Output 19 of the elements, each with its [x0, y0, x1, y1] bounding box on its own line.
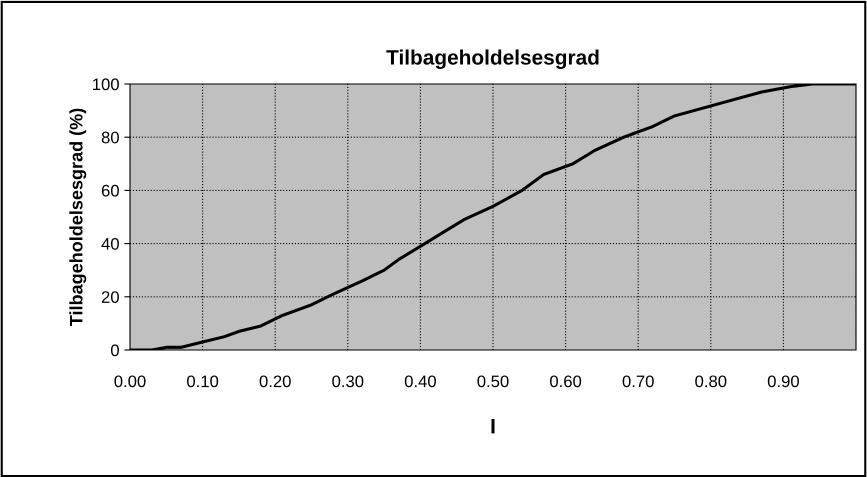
- x-tick-label: 0.90: [768, 375, 799, 388]
- x-tick-label: 0.40: [404, 375, 436, 388]
- x-tick-label: 0.10: [187, 375, 218, 388]
- x-axis-title: I: [492, 419, 494, 434]
- x-tick-label: 0.70: [622, 375, 654, 388]
- x-tick-label: 0.20: [260, 375, 291, 388]
- y-tick-label: 0: [110, 344, 119, 356]
- y-tick-label: 80: [102, 132, 119, 144]
- y-axis-title: Tilbageholdelsesgrad (%): [69, 108, 86, 326]
- x-tick-label: 0.50: [477, 375, 509, 388]
- x-tick-label: 0.60: [550, 375, 582, 388]
- y-tick-label: 40: [101, 238, 119, 250]
- y-tick-label: 60: [102, 184, 119, 197]
- y-tick-label: 100: [93, 78, 119, 90]
- x-tick-label: 0.00: [114, 375, 146, 388]
- y-tick-label: 20: [102, 291, 119, 304]
- chart-title: Tilbageholdelsesgrad: [386, 49, 599, 69]
- x-tick-label: 0.80: [695, 375, 726, 388]
- x-tick-label: 0.30: [332, 375, 364, 388]
